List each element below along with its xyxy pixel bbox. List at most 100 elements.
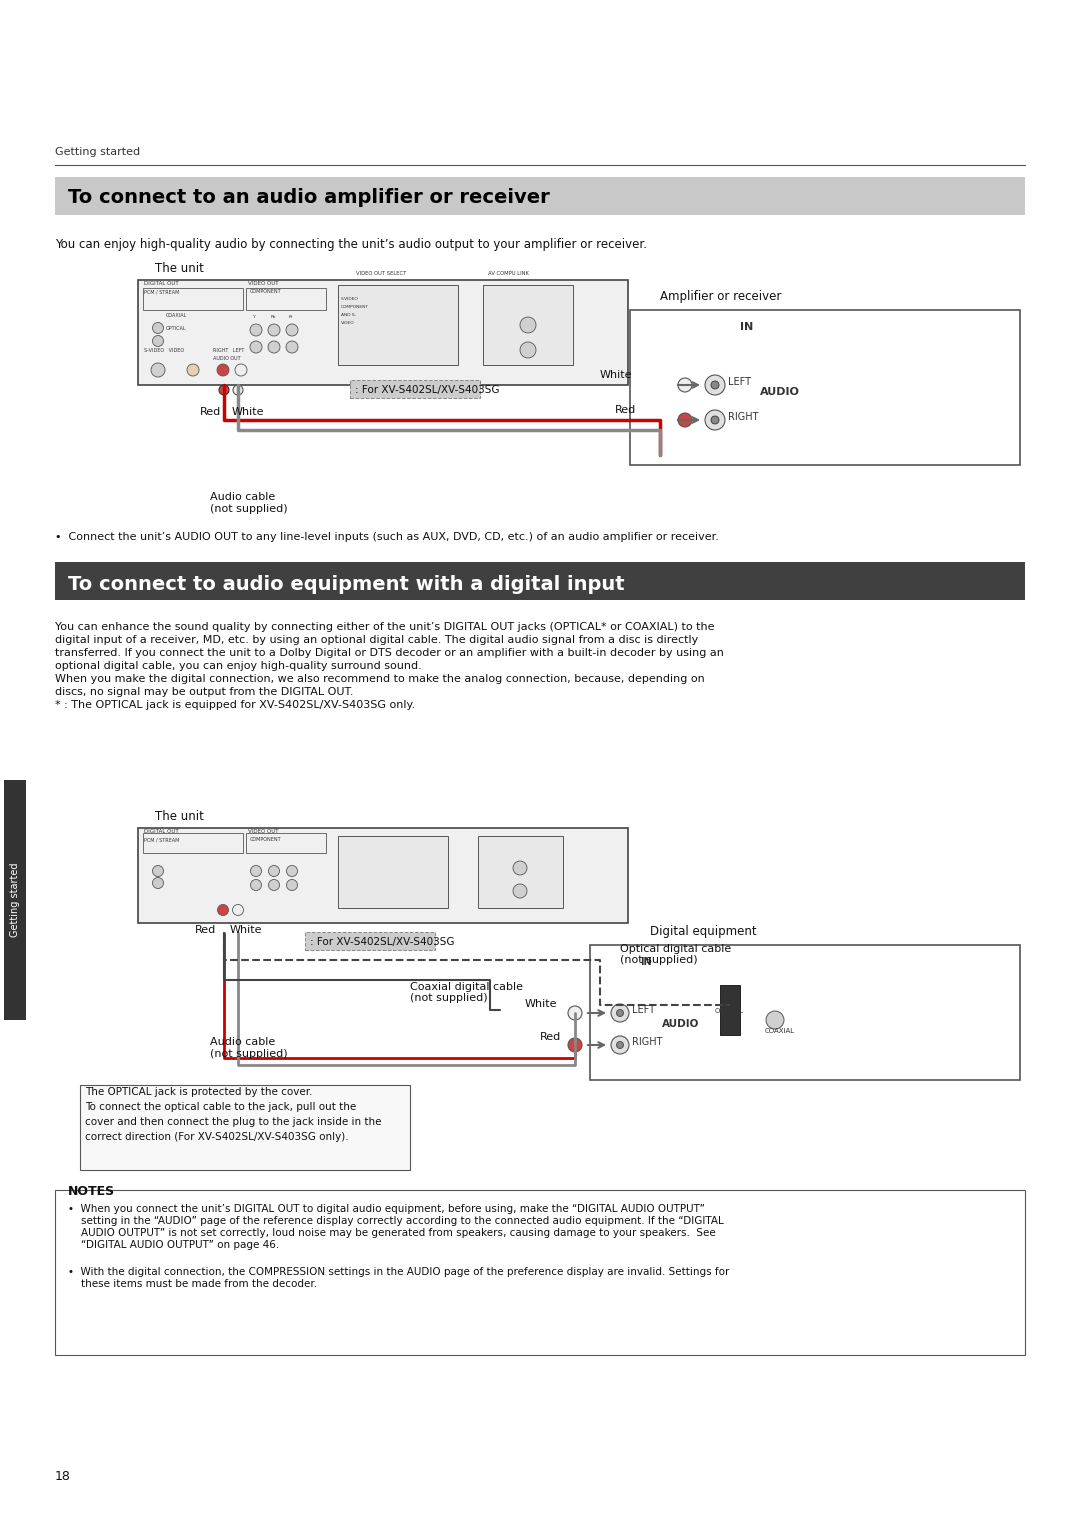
Text: * : The OPTICAL jack is equipped for XV-S402SL/XV-S403SG only.: * : The OPTICAL jack is equipped for XV-… bbox=[55, 700, 415, 711]
Text: optional digital cable, you can enjoy high-quality surround sound.: optional digital cable, you can enjoy hi… bbox=[55, 662, 422, 671]
Bar bbox=[478, 836, 563, 908]
Text: PCM / STREAM: PCM / STREAM bbox=[144, 289, 179, 293]
Circle shape bbox=[152, 877, 163, 888]
Text: 18: 18 bbox=[55, 1470, 71, 1484]
Circle shape bbox=[705, 410, 725, 429]
Text: VIDEO OUT: VIDEO OUT bbox=[248, 830, 279, 834]
Circle shape bbox=[251, 865, 261, 877]
Bar bbox=[4, 779, 26, 1021]
Circle shape bbox=[187, 364, 199, 376]
Circle shape bbox=[705, 374, 725, 396]
Text: To connect the optical cable to the jack, pull out the: To connect the optical cable to the jack… bbox=[85, 1102, 356, 1112]
Circle shape bbox=[249, 341, 262, 353]
Text: AUDIO: AUDIO bbox=[662, 1019, 700, 1028]
Text: Red: Red bbox=[615, 405, 636, 416]
Circle shape bbox=[519, 316, 536, 333]
Circle shape bbox=[286, 880, 297, 891]
Circle shape bbox=[268, 324, 280, 336]
Text: To connect to an audio amplifier or receiver: To connect to an audio amplifier or rece… bbox=[68, 188, 550, 206]
Text: PCM / STREAM: PCM / STREAM bbox=[144, 837, 179, 842]
Text: VIDEO: VIDEO bbox=[341, 321, 354, 325]
Bar bbox=[143, 287, 243, 310]
Text: VIDEO OUT SELECT: VIDEO OUT SELECT bbox=[356, 270, 406, 277]
Circle shape bbox=[249, 324, 262, 336]
Bar bbox=[246, 287, 326, 310]
Circle shape bbox=[269, 880, 280, 891]
Text: Pr: Pr bbox=[289, 315, 294, 319]
Text: Getting started: Getting started bbox=[55, 147, 140, 157]
Text: OPTICAL: OPTICAL bbox=[715, 1008, 744, 1015]
Circle shape bbox=[268, 341, 280, 353]
Text: IN: IN bbox=[640, 957, 651, 967]
Text: : For XV-S402SL/XV-S403SG: : For XV-S402SL/XV-S403SG bbox=[355, 385, 499, 396]
Bar bbox=[483, 286, 573, 365]
Text: IN: IN bbox=[740, 322, 753, 332]
Circle shape bbox=[286, 865, 297, 877]
Bar bbox=[630, 310, 1020, 465]
Circle shape bbox=[152, 865, 163, 877]
Bar bbox=[338, 286, 458, 365]
Circle shape bbox=[151, 364, 165, 377]
Text: OPTICAL: OPTICAL bbox=[166, 325, 187, 332]
Circle shape bbox=[152, 322, 163, 333]
Circle shape bbox=[711, 416, 719, 423]
Text: LEFT: LEFT bbox=[728, 377, 751, 387]
Text: COAXIAL: COAXIAL bbox=[765, 1028, 795, 1034]
Circle shape bbox=[766, 1012, 784, 1028]
Circle shape bbox=[617, 1010, 623, 1016]
Circle shape bbox=[219, 385, 229, 396]
Text: AUDIO: AUDIO bbox=[760, 387, 800, 397]
Circle shape bbox=[217, 364, 229, 376]
Text: Red: Red bbox=[195, 924, 216, 935]
Circle shape bbox=[513, 885, 527, 898]
Bar bbox=[138, 280, 627, 385]
Circle shape bbox=[217, 905, 229, 915]
Text: Audio cable: Audio cable bbox=[210, 1038, 275, 1047]
Circle shape bbox=[678, 377, 692, 393]
Text: NOTES: NOTES bbox=[68, 1186, 116, 1198]
Text: COMPONENT: COMPONENT bbox=[249, 837, 282, 842]
Text: transferred. If you connect the unit to a Dolby Digital or DTS decoder or an amp: transferred. If you connect the unit to … bbox=[55, 648, 724, 659]
Circle shape bbox=[233, 385, 243, 396]
Text: To connect to audio equipment with a digital input: To connect to audio equipment with a dig… bbox=[68, 575, 624, 594]
Circle shape bbox=[568, 1005, 582, 1021]
Text: LEFT: LEFT bbox=[632, 1005, 654, 1015]
Text: Y: Y bbox=[253, 315, 256, 319]
Text: White: White bbox=[232, 406, 265, 417]
Bar bbox=[80, 1085, 410, 1170]
Text: cover and then connect the plug to the jack inside in the: cover and then connect the plug to the j… bbox=[85, 1117, 381, 1128]
Bar bbox=[138, 828, 627, 923]
Text: DIGITAL OUT: DIGITAL OUT bbox=[144, 830, 178, 834]
Text: AND S-: AND S- bbox=[341, 313, 356, 316]
Text: discs, no signal may be output from the DIGITAL OUT.: discs, no signal may be output from the … bbox=[55, 688, 353, 697]
Bar bbox=[305, 932, 435, 950]
Circle shape bbox=[617, 1042, 623, 1048]
Circle shape bbox=[611, 1036, 629, 1054]
Text: (not supplied): (not supplied) bbox=[620, 955, 698, 966]
Text: You can enhance the sound quality by connecting either of the unit’s DIGITAL OUT: You can enhance the sound quality by con… bbox=[55, 622, 715, 633]
Text: The OPTICAL jack is protected by the cover.: The OPTICAL jack is protected by the cov… bbox=[85, 1086, 312, 1097]
Text: When you make the digital connection, we also recommend to make the analog conne: When you make the digital connection, we… bbox=[55, 674, 705, 685]
Bar bbox=[350, 380, 480, 397]
Text: You can enjoy high-quality audio by connecting the unit’s audio output to your a: You can enjoy high-quality audio by conn… bbox=[55, 238, 647, 251]
Text: The unit: The unit bbox=[156, 810, 204, 824]
Circle shape bbox=[568, 1038, 582, 1051]
Bar bbox=[720, 986, 740, 1034]
Text: AV COMPU LINK: AV COMPU LINK bbox=[488, 270, 529, 277]
Text: (not supplied): (not supplied) bbox=[410, 993, 488, 1002]
Circle shape bbox=[286, 324, 298, 336]
Circle shape bbox=[611, 1004, 629, 1022]
Text: correct direction (For XV-S402SL/XV-S403SG only).: correct direction (For XV-S402SL/XV-S403… bbox=[85, 1132, 349, 1141]
Circle shape bbox=[678, 413, 692, 426]
Text: •  When you connect the unit’s DIGITAL OUT to digital audio equipment, before us: • When you connect the unit’s DIGITAL OU… bbox=[68, 1204, 705, 1215]
Text: Pb: Pb bbox=[271, 315, 276, 319]
Circle shape bbox=[235, 364, 247, 376]
Text: COMPONENT: COMPONENT bbox=[249, 289, 282, 293]
Text: : For XV-S402SL/XV-S403SG: : For XV-S402SL/XV-S403SG bbox=[310, 937, 455, 947]
Text: Getting started: Getting started bbox=[10, 863, 21, 937]
Text: S-VIDEO   VIDEO: S-VIDEO VIDEO bbox=[144, 348, 184, 353]
Text: Audio cable: Audio cable bbox=[210, 492, 275, 503]
Text: “DIGITAL AUDIO OUTPUT” on page 46.: “DIGITAL AUDIO OUTPUT” on page 46. bbox=[68, 1241, 280, 1250]
Bar bbox=[143, 833, 243, 853]
Text: Coaxial digital cable: Coaxial digital cable bbox=[410, 983, 523, 992]
